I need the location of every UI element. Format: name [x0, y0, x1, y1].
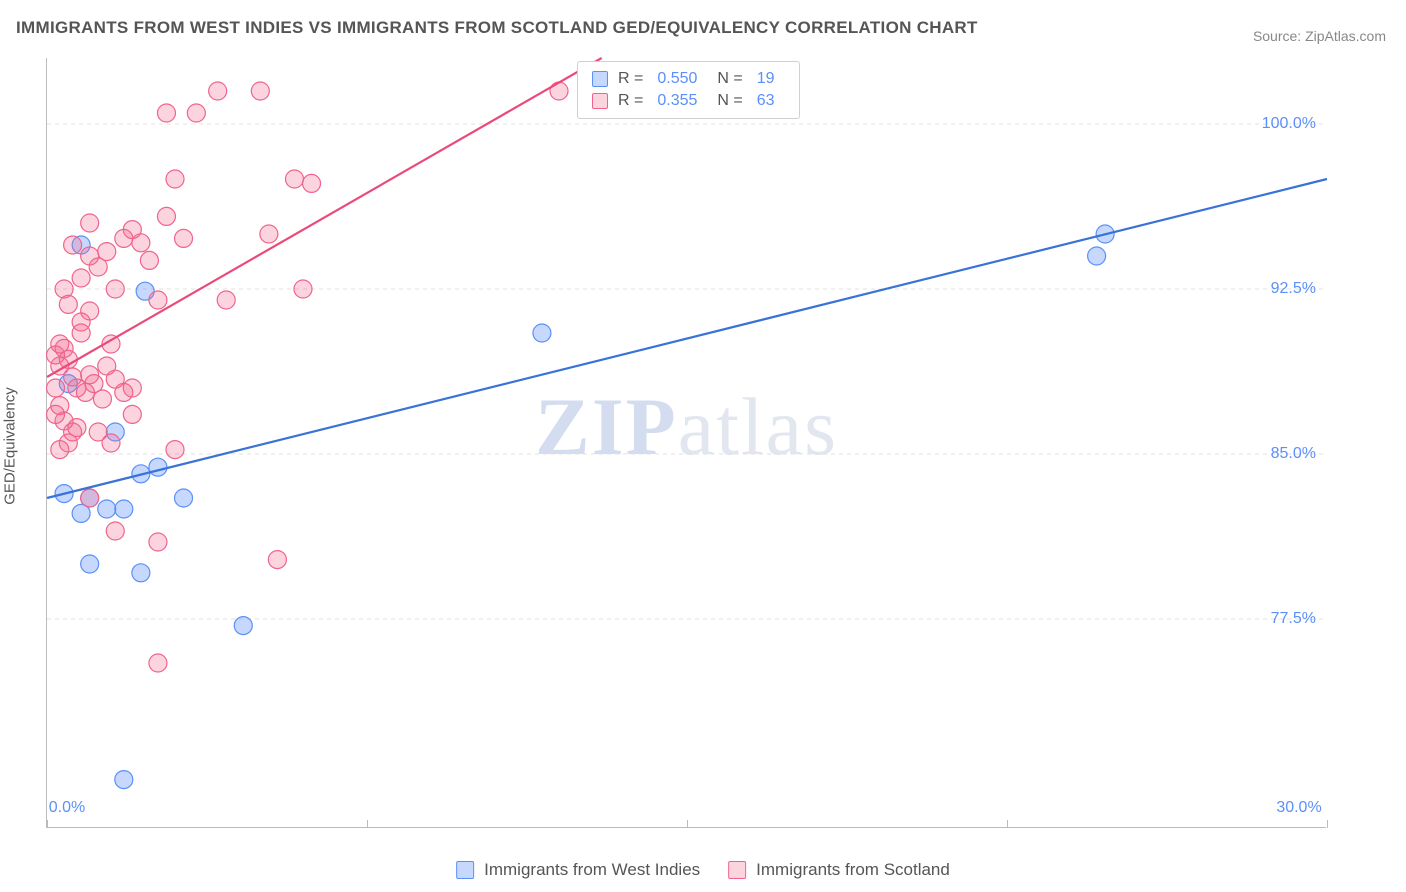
scatter-point — [106, 280, 124, 298]
scatter-point — [106, 522, 124, 540]
scatter-point — [81, 489, 99, 507]
source-prefix: Source: — [1253, 28, 1305, 44]
scatter-point — [550, 82, 568, 100]
x-tick-label: 30.0% — [1276, 799, 1321, 817]
source-attribution: Source: ZipAtlas.com — [1253, 28, 1386, 44]
scatter-point — [123, 221, 141, 239]
scatter-point — [115, 771, 133, 789]
legend-swatch — [592, 71, 608, 87]
x-tick-label: 0.0% — [49, 799, 85, 817]
scatter-point — [149, 533, 167, 551]
scatter-point — [55, 280, 73, 298]
legend-n-label: N = — [717, 92, 742, 110]
legend-swatch — [592, 93, 608, 109]
scatter-point — [217, 291, 235, 309]
scatter-point — [93, 390, 111, 408]
series-legend-item: Immigrants from Scotland — [728, 858, 950, 882]
chart-title: IMMIGRANTS FROM WEST INDIES VS IMMIGRANT… — [16, 18, 978, 38]
scatter-point — [98, 500, 116, 518]
x-tick-mark — [367, 820, 368, 828]
scatter-point — [64, 236, 82, 254]
scatter-point — [47, 379, 65, 397]
scatter-point — [268, 551, 286, 569]
scatter-point — [209, 82, 227, 100]
scatter-point — [187, 104, 205, 122]
series-legend-item: Immigrants from West Indies — [456, 858, 700, 882]
scatter-point — [149, 291, 167, 309]
series-legend: Immigrants from West Indies Immigrants f… — [456, 858, 950, 882]
scatter-point — [123, 379, 141, 397]
scatter-point — [285, 170, 303, 188]
x-tick-mark — [47, 820, 48, 828]
trend-line — [47, 58, 602, 377]
scatter-point — [81, 302, 99, 320]
scatter-point — [102, 434, 120, 452]
x-tick-mark — [687, 820, 688, 828]
x-tick-mark — [1007, 820, 1008, 828]
scatter-point — [149, 458, 167, 476]
scatter-point — [123, 405, 141, 423]
scatter-point — [533, 324, 551, 342]
scatter-point — [175, 489, 193, 507]
scatter-point — [47, 346, 65, 364]
scatter-point — [140, 251, 158, 269]
scatter-point — [166, 441, 184, 459]
scatter-point — [175, 229, 193, 247]
y-axis-label: GED/Equivalency — [2, 387, 19, 505]
legend-swatch — [456, 861, 474, 879]
legend-n-value: 63 — [757, 92, 775, 110]
correlation-legend: R = 0.550 N = 19 R = 0.355 N = 63 — [577, 61, 800, 119]
y-tick-label: 92.5% — [1271, 280, 1316, 298]
legend-r-value: 0.355 — [657, 92, 697, 110]
legend-n-label: N = — [717, 70, 742, 88]
source-name: ZipAtlas.com — [1305, 28, 1386, 44]
scatter-point — [251, 82, 269, 100]
scatter-point — [81, 555, 99, 573]
scatter-point — [294, 280, 312, 298]
series-name: Immigrants from West Indies — [484, 860, 700, 880]
scatter-point — [72, 269, 90, 287]
legend-swatch — [728, 861, 746, 879]
scatter-point — [157, 207, 175, 225]
y-tick-label: 85.0% — [1271, 445, 1316, 463]
scatter-point — [81, 214, 99, 232]
scatter-point — [132, 564, 150, 582]
scatter-point — [157, 104, 175, 122]
scatter-point — [98, 243, 116, 261]
y-tick-label: 100.0% — [1262, 115, 1316, 133]
scatter-point — [303, 174, 321, 192]
legend-row: R = 0.550 N = 19 — [592, 68, 785, 90]
y-tick-label: 77.5% — [1271, 610, 1316, 628]
legend-row: R = 0.355 N = 63 — [592, 90, 785, 112]
x-tick-mark — [1327, 820, 1328, 828]
legend-r-label: R = — [618, 92, 643, 110]
scatter-point — [115, 500, 133, 518]
scatter-point — [234, 617, 252, 635]
legend-r-value: 0.550 — [657, 70, 697, 88]
trend-line — [47, 179, 1327, 498]
legend-r-label: R = — [618, 70, 643, 88]
chart-plot-area: ZIPatlas R =0.550 N =19 R =0.355 N =63 7… — [46, 58, 1326, 828]
scatter-point — [149, 654, 167, 672]
scatter-point — [72, 324, 90, 342]
scatter-point — [68, 419, 86, 437]
scatter-point — [51, 397, 69, 415]
legend-n-value: 19 — [757, 70, 775, 88]
plot-svg — [47, 58, 1326, 827]
series-name: Immigrants from Scotland — [756, 860, 950, 880]
scatter-point — [260, 225, 278, 243]
scatter-point — [1088, 247, 1106, 265]
scatter-point — [166, 170, 184, 188]
